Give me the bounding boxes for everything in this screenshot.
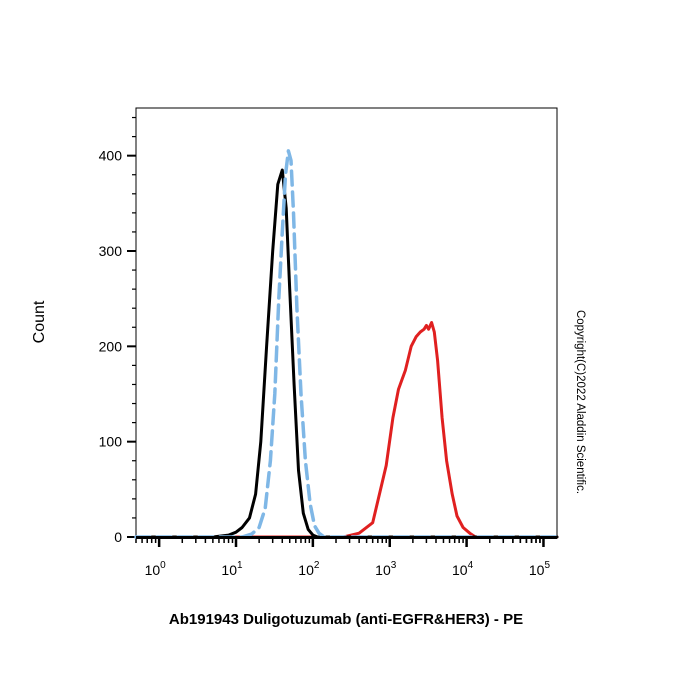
y-axis-ticks: 0 100 200 300 400 <box>99 148 136 545</box>
y-tick-label: 200 <box>99 338 123 354</box>
x-tick-label: 102 <box>298 560 320 578</box>
series-line-2 <box>134 168 559 539</box>
copyright-note: Copyright(C)2022 Aladdin Scientific. <box>574 310 586 494</box>
x-tick-label: 103 <box>375 560 397 578</box>
series-line-1 <box>134 321 559 539</box>
y-minor-ticks <box>132 116 136 519</box>
y-axis-title: Count <box>31 300 48 343</box>
x-axis-baseline <box>136 536 557 539</box>
x-tick-label: 100 <box>145 560 167 578</box>
y-tick-label: 300 <box>99 243 123 259</box>
x-tick-label: 105 <box>529 560 551 578</box>
x-axis-title: Ab191943 Duligotuzumab (anti-EGFR&HER3) … <box>169 611 523 628</box>
y-tick-label: 100 <box>99 434 123 450</box>
y-tick-label: 0 <box>114 529 122 545</box>
y-tick-label: 400 <box>99 148 123 164</box>
x-axis-ticks: 100 101 102 103 104 105 <box>145 538 551 578</box>
series-layer <box>134 149 559 539</box>
x-tick-label: 101 <box>221 560 243 578</box>
x-tick-label: 104 <box>452 560 474 578</box>
plot-frame <box>135 107 558 539</box>
series-line-3 <box>134 149 559 539</box>
